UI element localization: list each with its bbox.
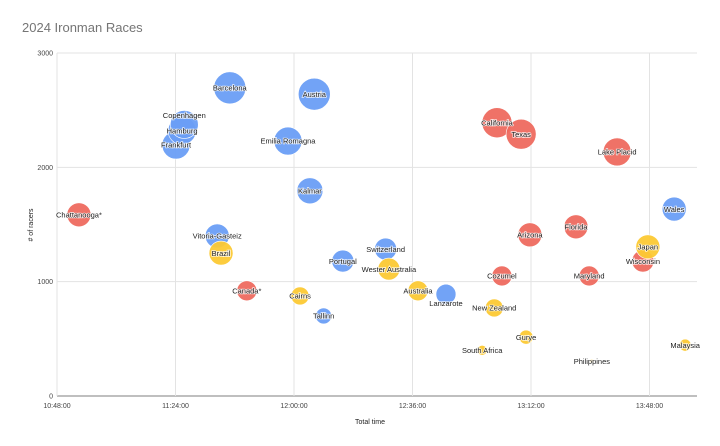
bubble-label: Maryland [574, 272, 605, 281]
bubble-label: Wales [664, 205, 685, 214]
bubble-label: Cozumel [487, 272, 517, 281]
bubble-wester-australia[interactable] [377, 257, 401, 281]
bubble-new-zealand[interactable] [484, 298, 504, 318]
bubble-label: Hamburg [167, 126, 198, 135]
y-tick-label: 3000 [37, 51, 53, 58]
bubble-florida[interactable] [563, 214, 589, 240]
bubble-texas[interactable] [505, 118, 537, 150]
bubble-label: Lake Placid [598, 148, 637, 157]
bubble-kalmar[interactable] [296, 177, 324, 205]
bubble-japan[interactable] [635, 234, 661, 260]
x-tick-label: 12:00:00 [280, 403, 307, 410]
bubble-label: South Africa [462, 346, 503, 355]
bubble-emilia-romagna[interactable] [273, 126, 303, 156]
bubble-label: Wester Australia [362, 265, 417, 274]
bubble-label: Tallinn [313, 312, 334, 321]
bubble-label: Wisconsin [626, 257, 660, 266]
y-tick-label: 0 [49, 394, 53, 401]
bubble-portugal[interactable] [331, 249, 355, 273]
bubble-label: Philippines [574, 357, 611, 366]
bubble-label: Chattanooga* [56, 210, 102, 219]
bubble-lake-placid[interactable] [602, 137, 632, 167]
bubble-tallinn[interactable] [315, 307, 332, 325]
x-tick-label: 11:24:00 [162, 403, 189, 410]
bubble-copenhagen[interactable] [169, 110, 199, 139]
bubble-canada[interactable] [236, 280, 258, 302]
x-tick-label: 13:12:00 [517, 403, 544, 410]
bubble-label: Barcelona [213, 84, 248, 93]
bubble-label: Malaysia [670, 341, 700, 350]
bubble-label: Austria [303, 90, 327, 99]
bubble-malaysia[interactable] [678, 338, 692, 352]
bubble-lanzarote[interactable] [435, 283, 457, 305]
x-tick-label: 13:48:00 [636, 403, 663, 410]
bubble-label: Arizona [517, 230, 543, 239]
bubble-wales[interactable] [661, 196, 687, 222]
bubble-label: Brazil [212, 249, 231, 258]
bubble-cozumel[interactable] [491, 265, 513, 287]
bubble-label: Florida [565, 222, 589, 231]
bubble-gurye[interactable] [518, 329, 534, 345]
bubble-south-africa[interactable] [476, 344, 488, 356]
y-tick-label: 1000 [37, 279, 53, 286]
bubble-label: Switzerland [366, 245, 405, 254]
bubble-maryland[interactable] [578, 265, 600, 287]
bubble-australia[interactable] [407, 280, 429, 302]
bubble-label: Lanzarote [429, 299, 462, 308]
x-axis-title: Total time [355, 419, 385, 426]
bubbles [66, 71, 692, 364]
bubble-labels: Chattanooga* Frankfurt Hamburg Copenhagen Ba… [55, 83, 701, 367]
x-tick-label: 10:48:00 [43, 403, 70, 410]
bubble-label: Cairns [289, 292, 311, 301]
y-tick-label: 2000 [37, 165, 53, 172]
bubble-chattanooga[interactable] [66, 202, 92, 228]
chart-title: 2024 Ironman Races [22, 20, 143, 35]
bubble-label: Portugal [329, 257, 357, 266]
bubble-arizona[interactable] [517, 222, 543, 248]
bubble-brazil[interactable] [208, 240, 234, 266]
bubble-label: Australia [403, 287, 433, 296]
bubble-label: Texas [511, 130, 531, 139]
y-axis-title: # of racers [28, 208, 35, 242]
bubble-label: California [481, 118, 514, 127]
bubble-label: Kalmar [298, 186, 322, 195]
bubble-label: Emilia Romagna [260, 137, 316, 146]
bubble-barcelona[interactable] [213, 71, 247, 105]
x-tick-label: 12:36:00 [399, 403, 426, 410]
bubble-philippines[interactable] [589, 358, 595, 364]
bubble-cairns[interactable] [290, 286, 310, 306]
bubble-label: New Zealand [472, 304, 516, 313]
bubble-label: Copenhagen [163, 111, 206, 120]
bubble-label: Canada* [232, 287, 261, 296]
axis-ticks: 0 1000 2000 3000 10:48:00 11:24:00 12:00:00 12:… [37, 51, 663, 411]
bubble-label: Frankfurt [161, 141, 192, 150]
bubble-austria[interactable] [297, 77, 331, 111]
bubble-label: Japan [638, 242, 658, 251]
bubble-label: Gurye [516, 333, 536, 342]
bubble-label: Vitoria-Gasteiz [193, 232, 242, 241]
gridlines [56, 52, 697, 397]
